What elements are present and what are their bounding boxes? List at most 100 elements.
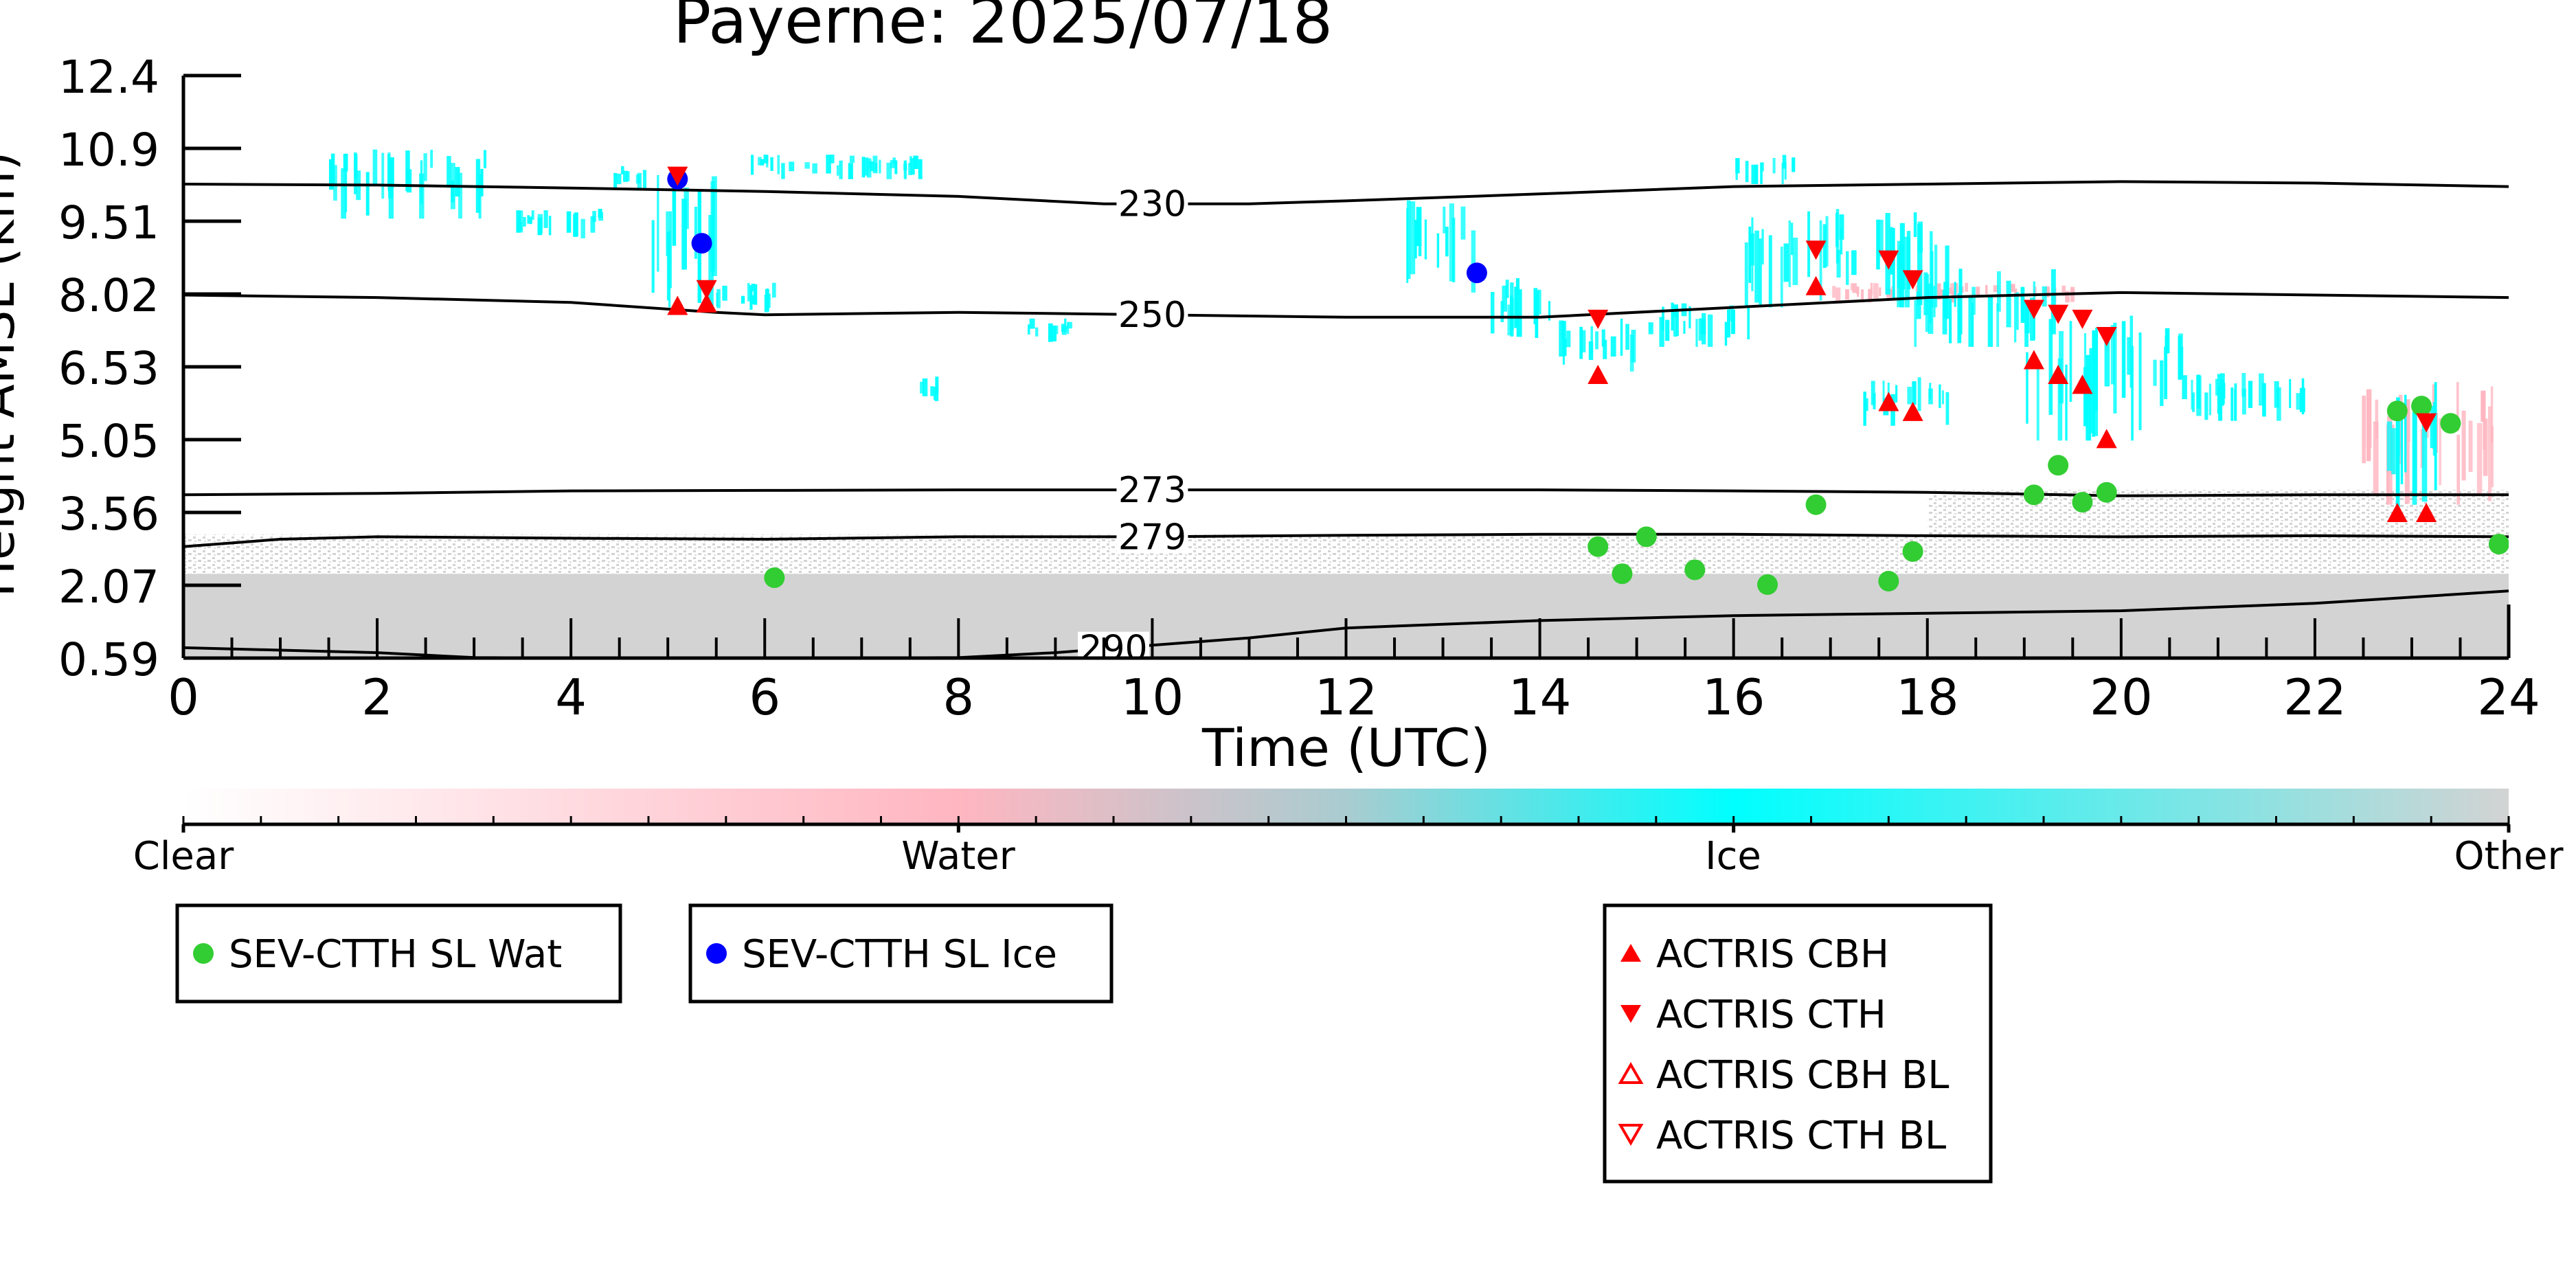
ice-region-streak [1892,227,1895,299]
marker-actris-cth [667,166,688,186]
ice-region-streak [333,165,337,201]
ice-region-streak [1416,207,1422,247]
legend-label-actris-cbh-bl: ACTRIS CBH BL [1656,1053,1949,1098]
contour-label-290: 290 [1079,629,1147,670]
marker-actris-cbh [2416,503,2437,523]
ice-region-streak [1839,214,1844,240]
colorbar-ticks [181,816,2511,833]
ice-region-streak [1559,320,1564,357]
water-region-streak [1965,282,1969,292]
ice-region-streak [1502,285,1508,312]
y-tick-label: 12.4 [58,51,159,104]
marker-sev-ctth-sl-wat [764,567,785,588]
ice-region-streak [616,173,622,185]
legend-marker-sev-ice [706,943,727,964]
marker-actris-cth [1805,240,1827,260]
contour-label-bg [1116,473,1188,507]
contour-label-bg [1116,298,1188,332]
colorbar-label-ice: Ice [1705,834,1761,879]
ice-region-streak [2395,406,2400,510]
ice-region-streak [918,159,923,179]
ice-region-streak [672,185,677,246]
water-region-streak [1845,289,1849,300]
marker-actris-cth [2096,326,2117,346]
ice-region [1559,318,1636,372]
water-region-streak [2010,284,2015,293]
ice-region [1406,200,1476,293]
water-region-streak [1850,283,1854,291]
ice-region-streak [2092,330,2095,437]
ice-region-streak [2138,332,2142,431]
ice-region-streak [1729,305,1734,321]
data-markers [667,166,2509,596]
y-tick-label: 0.59 [58,633,159,686]
ice-region-streak [1941,390,1945,405]
ice-region-streak [2121,321,2126,398]
ice-region-streak [2434,382,2437,490]
y-tick-label: 3.56 [58,488,159,541]
ice-region-streak [716,293,719,306]
ice-region-streak [1579,326,1583,359]
x-axis-label: Time (UTC) [1201,717,1491,778]
ice-region-streak [447,156,451,188]
ice-region-streak [1934,245,1938,308]
ice-region-streak [1906,231,1911,290]
marker-actris-cbh [2023,350,2044,370]
ice-region-streak [1928,283,1934,335]
ice-region-streak [1620,318,1623,356]
water-region-streak [2046,287,2050,294]
marker-actris-cth [2048,304,2069,324]
ice-region-streak [2217,385,2221,414]
ice-region-streak [751,284,756,291]
ice-region-streak [910,158,915,175]
water-region-streak [2491,426,2494,488]
ice-region-streak [483,150,487,168]
contour-label-230: 230 [1118,184,1186,225]
contour-273 [183,488,2509,497]
ice-region-streak [1865,398,1868,411]
ice-region-streak [1490,291,1495,334]
ice-region-streak [1836,249,1841,278]
ice-classification-layer [328,149,2437,510]
water-region-streak [2456,434,2460,505]
ice-region [2026,315,2142,441]
legend-marker-actris-cbh-bl [1618,1061,1644,1084]
water-region-streak [2468,420,2473,472]
ice-region-streak [2083,333,2087,418]
marker-actris-cbh [2096,429,2117,449]
ice-region-streak [2016,292,2019,330]
ice-region-streak [2412,411,2417,505]
ice-region-streak [1449,203,1454,282]
ice-region-streak [2113,322,2117,414]
ice-region-streak [1840,229,1843,255]
marker-actris-cth [2416,413,2437,433]
ice-region-streak [1971,286,1976,315]
legend-marker-actris-cth-bl [1618,1124,1644,1146]
ice-region-streak [2274,381,2279,408]
ice-region-streak [2386,421,2393,471]
x-tick-label: 24 [2477,668,2540,726]
water-region-streak [2476,422,2483,497]
ice-region-streak [1949,299,1952,343]
ice-region-streak [872,155,878,174]
ice-region-streak [423,153,427,181]
contour-label-bg [1116,520,1188,554]
ice-region-streak [681,199,687,270]
ice-region-streak [1451,217,1456,282]
ice-region-streak [1443,206,1446,234]
ice-region-streak [892,157,896,164]
water-region-streak [1936,283,1941,300]
ice-region [1490,278,1551,338]
water-region-streak [2065,291,2070,303]
ice-region-streak [1702,313,1706,345]
marker-sev-ctth-sl-ice [691,233,712,254]
ice-region-streak [2296,393,2301,410]
water-region-streak [1976,286,1980,296]
ice-region-streak [1590,326,1594,354]
ice-region-streak [1759,238,1762,308]
water-region-streak [2456,382,2459,431]
ice-region-streak [668,211,673,289]
ice-region [2182,373,2305,421]
ice-region-streak [389,157,394,188]
